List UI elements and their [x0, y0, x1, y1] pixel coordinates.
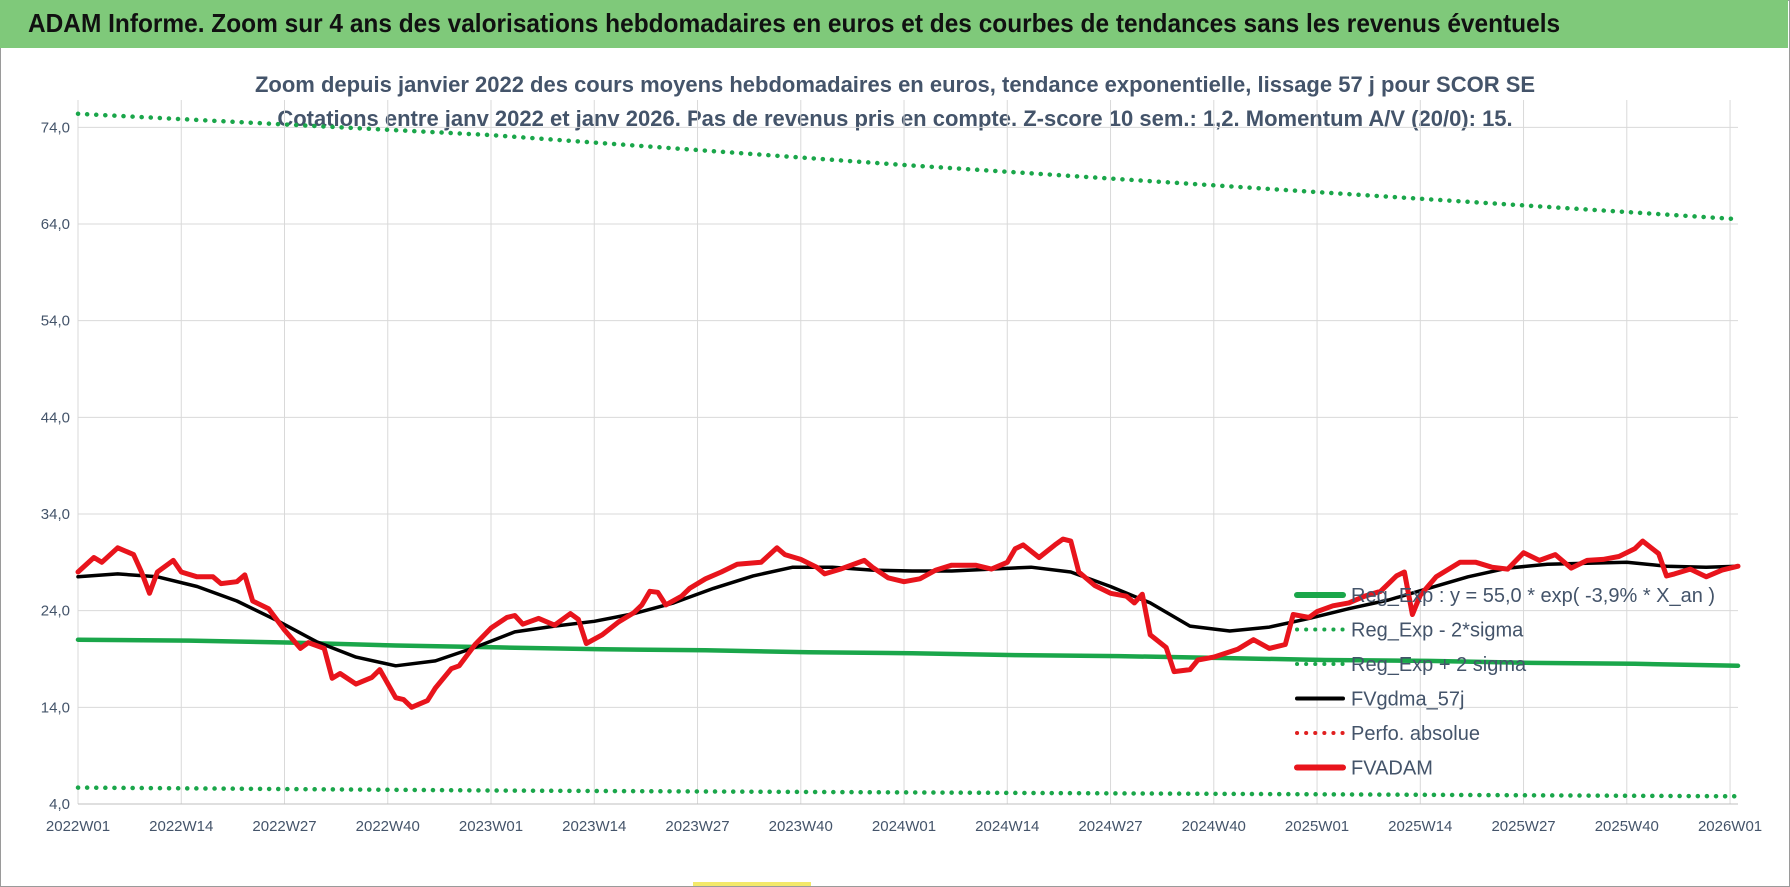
- y-tick-label: 74,0: [41, 119, 70, 136]
- y-tick-label: 14,0: [41, 699, 70, 716]
- legend-label-1: Reg_Exp - 2*sigma: [1351, 620, 1524, 642]
- x-tick-label: 2025W27: [1491, 818, 1555, 835]
- series-layer: [75, 111, 1741, 799]
- axis-layer: 74,0 64,0 54,0 44,0 34,0 24,0 14,0 4,0 2022W01 20…: [41, 119, 1762, 835]
- legend-label-3: FVgdma_57j: [1351, 689, 1464, 711]
- x-tick-label: 2022W40: [356, 818, 420, 835]
- chart-title-line1: Zoom depuis janvier 2022 des cours moyen…: [254, 72, 1536, 97]
- y-tick-label: 64,0: [41, 216, 70, 233]
- legend-label-2: Reg_Exp + 2 sigma: [1351, 654, 1527, 676]
- x-tick-label: 2023W27: [665, 818, 729, 835]
- legend-label-0: Reg_Exp : y = 55,0 * exp( -3,9% * X_an ): [1351, 585, 1715, 607]
- series-line-1: [75, 785, 1741, 799]
- header-bar: ADAM Informe. Zoom sur 4 ans des valoris…: [0, 0, 1788, 48]
- legend-label-4: Perfo. absolue: [1351, 723, 1480, 745]
- x-tick-label: 2025W14: [1388, 818, 1452, 835]
- x-tick-label: 2024W27: [1078, 818, 1142, 835]
- x-tick-label: 2024W40: [1182, 818, 1246, 835]
- legend: Reg_Exp : y = 55,0 * exp( -3,9% * X_an )…: [1294, 585, 1715, 780]
- y-tick-label: 44,0: [41, 409, 70, 426]
- x-tick-label: 2023W14: [562, 818, 626, 835]
- bottom-accent: [693, 882, 811, 886]
- y-tick-label: 24,0: [41, 603, 70, 620]
- grid-layer: [77, 100, 1738, 805]
- series-line-2: [75, 111, 1741, 222]
- x-tick-label: 2022W27: [252, 818, 316, 835]
- y-tick-label: 4,0: [49, 796, 70, 813]
- series-line-5: [75, 536, 1741, 710]
- y-tick-label: 54,0: [41, 313, 70, 330]
- x-tick-label: 2024W01: [872, 818, 936, 835]
- x-tick-label: 2026W01: [1698, 818, 1762, 835]
- x-tick-label: 2022W01: [46, 818, 110, 835]
- series-line-0: [75, 637, 1741, 669]
- y-tick-label: 34,0: [41, 506, 70, 523]
- series-line-3: [76, 560, 1740, 668]
- x-tick-label: 2025W01: [1285, 818, 1349, 835]
- legend-label-5: FVADAM: [1351, 758, 1433, 780]
- x-tick-label: 2024W14: [975, 818, 1039, 835]
- x-tick-label: 2023W01: [459, 818, 523, 835]
- x-tick-label: 2023W40: [769, 818, 833, 835]
- x-tick-label: 2025W40: [1595, 818, 1659, 835]
- x-tick-label: 2022W14: [149, 818, 213, 835]
- header-title: ADAM Informe. Zoom sur 4 ans des valoris…: [28, 8, 1561, 38]
